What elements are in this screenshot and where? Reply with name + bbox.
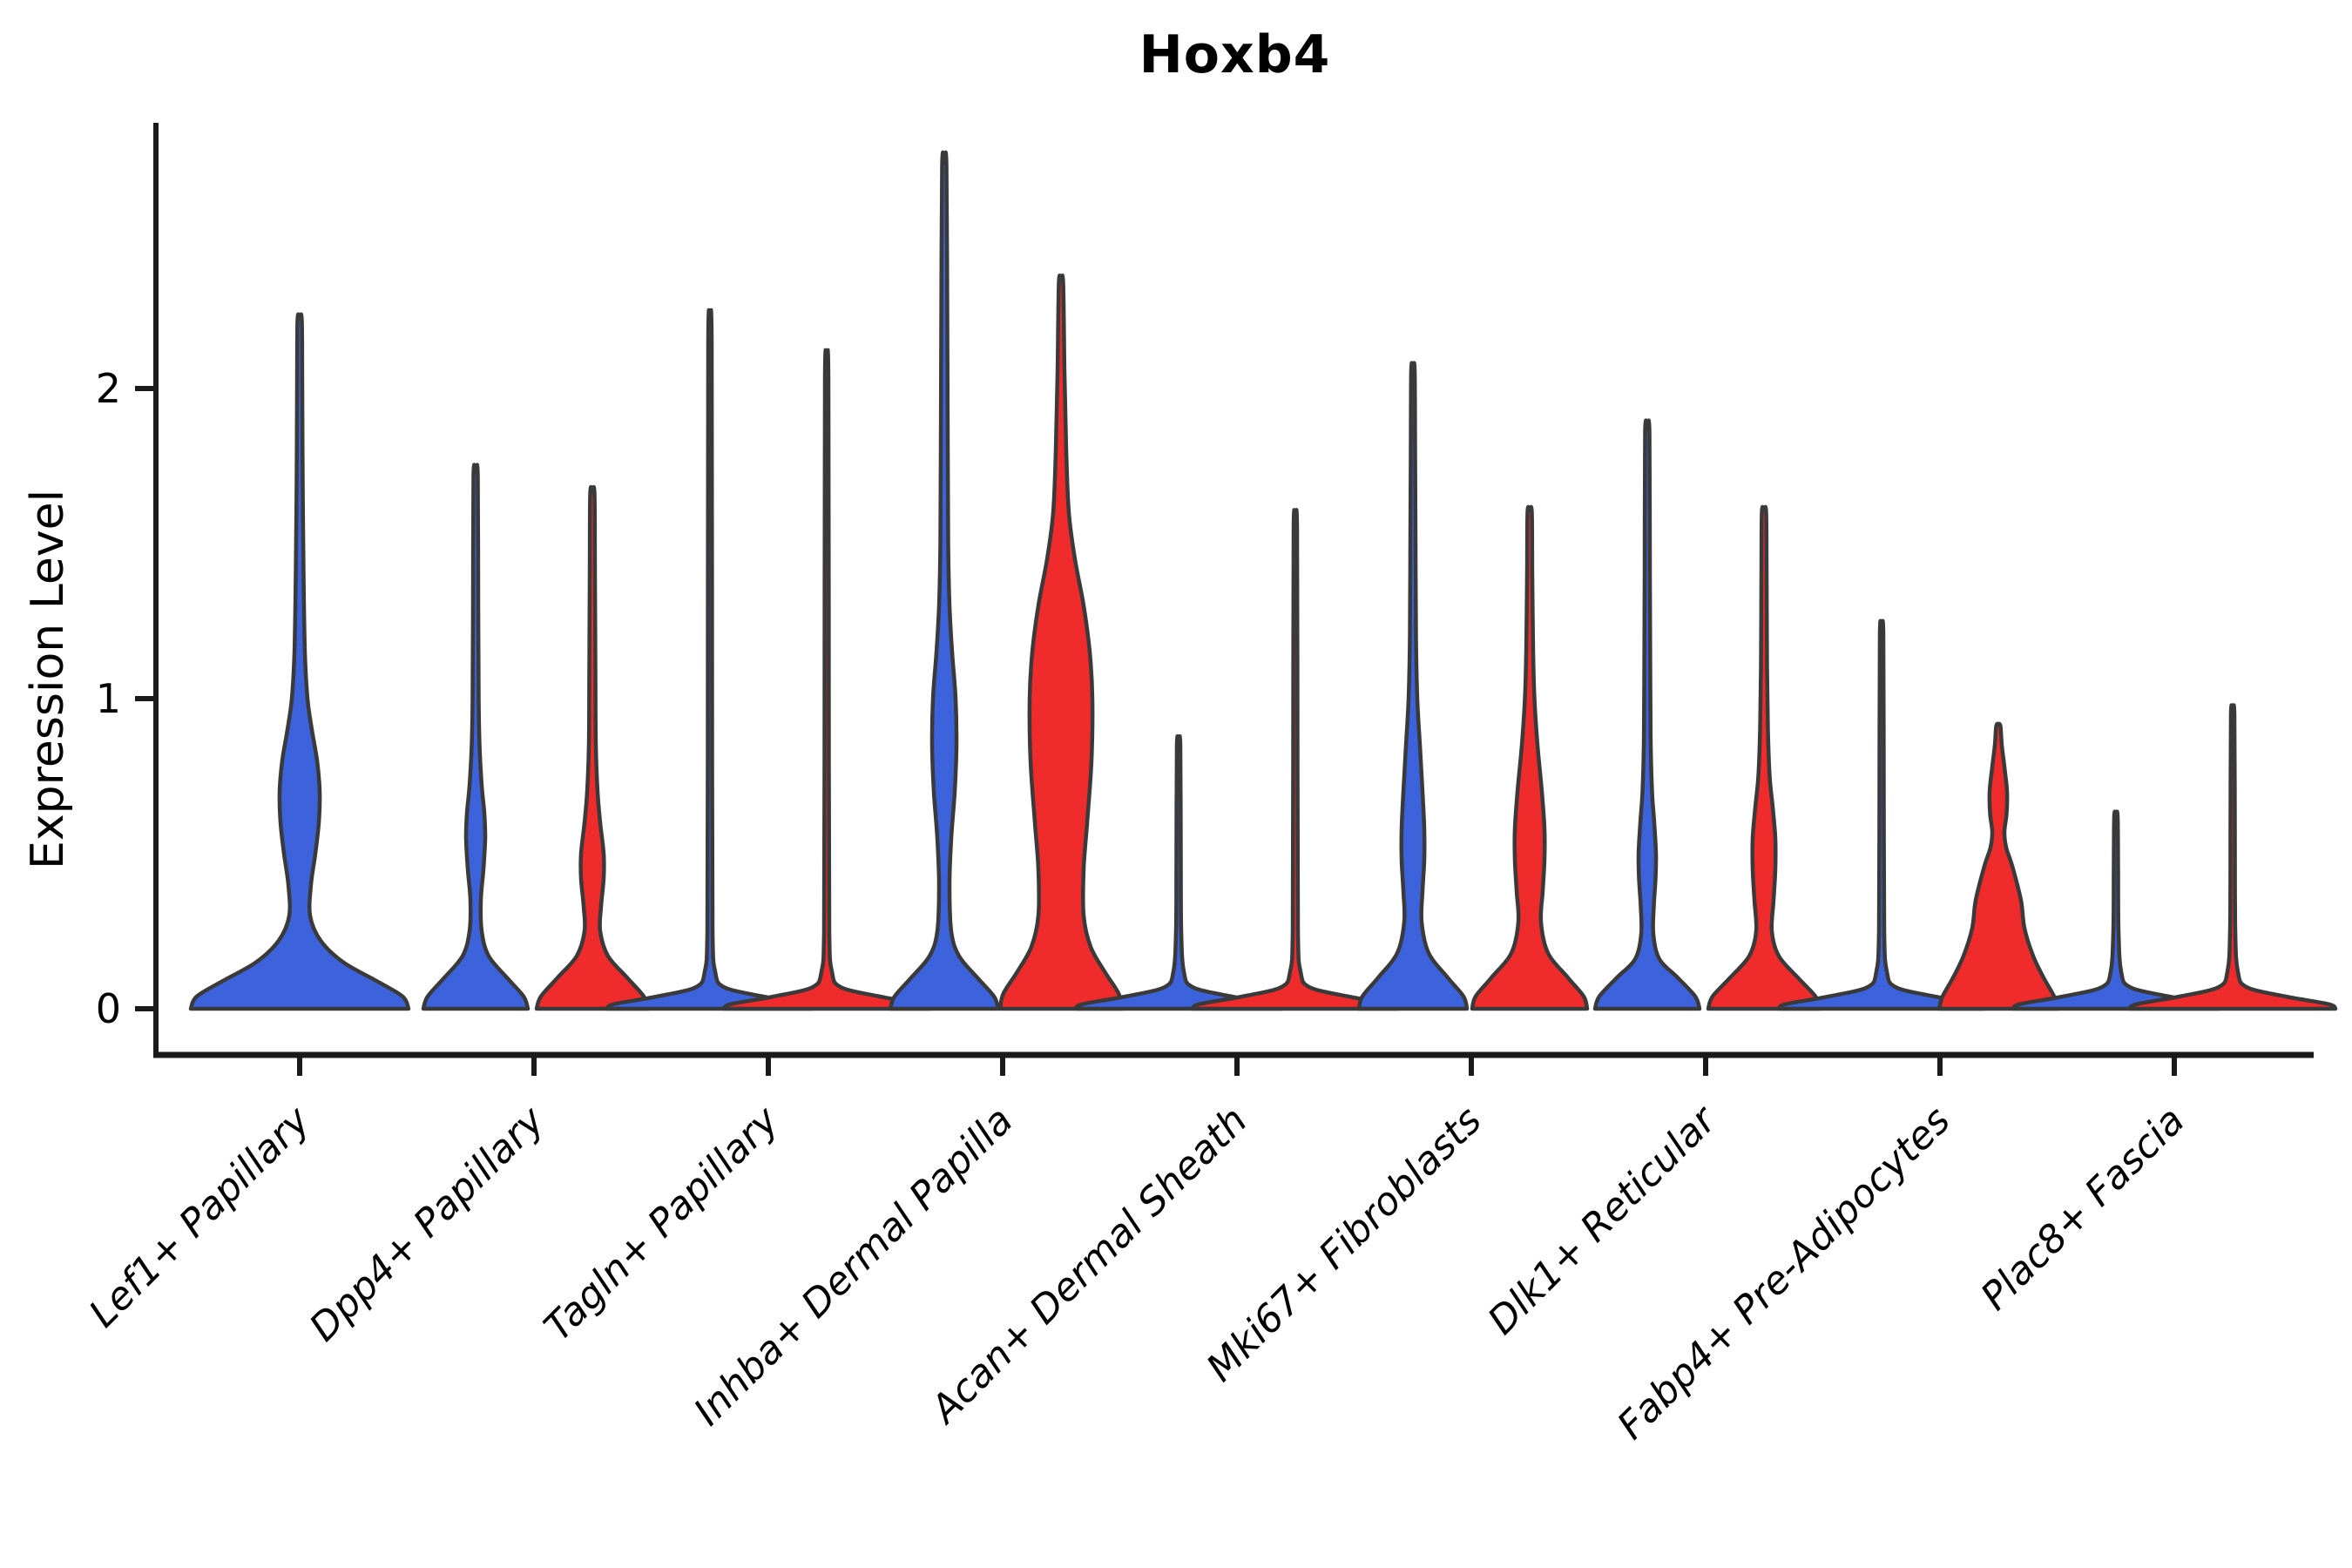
violin-dpp4-blue [421,463,531,1011]
violin-dpp4-red [534,484,651,1011]
violin-inhba-red [997,273,1125,1011]
violin-tagln-blue [605,308,815,1011]
x-category-label-1: Dpp4+ Papillary [301,1098,554,1350]
x-category-label-8: Plac8+ Fascia [1972,1098,2193,1319]
violin-mki67-blue [1356,361,1470,1011]
x-category-label-2: Tagln+ Papillary [536,1098,787,1349]
y-axis-title: Expression Level [22,489,74,870]
chart-title: Hoxb4 [1139,24,1331,85]
violin-dlk1-red [1706,504,1822,1011]
violin-fabp4-red [1936,721,2060,1011]
violin-acan-blue [1073,733,1284,1011]
violin-inhba-blue [888,150,1001,1011]
y-tick-label: 0 [96,985,121,1032]
x-category-label-6: Dlk1+ Reticular [1479,1097,1726,1343]
violin-lef1-blue [188,312,411,1011]
violin-plac8-red [2127,703,2338,1011]
violin-mki67-red [1470,504,1590,1011]
x-category-label-0: Lef1+ Papillary [81,1098,320,1336]
violin-tagln-red [721,348,932,1011]
violin-fabp4-blue [1776,618,1987,1011]
violin-plac8-blue [2011,809,2221,1011]
y-tick-label: 1 [96,675,121,722]
violin-dlk1-blue [1592,418,1702,1011]
violin-acan-red [1190,508,1401,1011]
y-tick-label: 2 [96,365,121,412]
